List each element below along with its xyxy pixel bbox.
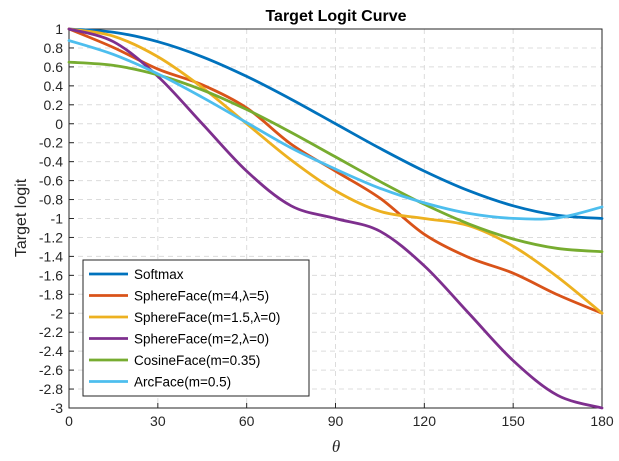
y-tick-label: 0.8 [44, 40, 64, 56]
y-tick-label: -1.4 [39, 248, 63, 264]
series-line-softmax [67, 27, 604, 220]
y-tick-label: 0.2 [44, 97, 64, 113]
y-axis-label: Target logit [13, 178, 30, 257]
x-tick-label: 90 [328, 413, 344, 429]
legend-label-sphereface-m-2-0: SphereFace(m=2,λ=0) [134, 332, 269, 347]
y-tick-label: 1 [55, 21, 63, 37]
x-tick-label: 60 [239, 413, 255, 429]
legend-label-sphereface-m-1-5-0: SphereFace(m=1.5,λ=0) [134, 310, 280, 325]
x-axis-label: θ [332, 437, 340, 456]
legend: Softmax SphereFace(m=4,λ=5) SphereFace(m=1… [82, 259, 310, 397]
x-tick-label: 30 [150, 413, 166, 429]
series-line-sphereface-m-1-5-0 [67, 27, 604, 315]
y-tick-label: 0.6 [44, 59, 64, 75]
x-tick-label: 0 [65, 413, 73, 429]
y-tick-label: -0.8 [39, 192, 63, 208]
y-tick-label: -1.8 [39, 286, 63, 302]
y-tick-label: -3 [51, 400, 64, 416]
x-tick-label: 120 [413, 413, 437, 429]
y-tick-label: -0.2 [39, 135, 63, 151]
y-tick-label: -0.6 [39, 173, 63, 189]
y-tick-label: -2.8 [39, 381, 63, 397]
y-tick-label: -2.6 [39, 362, 63, 378]
y-tick-label: 0 [55, 116, 63, 132]
y-tick-label: -1 [51, 211, 64, 227]
legend-label-softmax: Softmax [134, 267, 184, 282]
legend-label-arcface-m-0-5: ArcFace(m=0.5) [134, 375, 231, 390]
y-tick-label: -0.4 [39, 154, 63, 170]
x-tick-label: 180 [590, 413, 614, 429]
series-line-sphereface-m-2-0 [67, 27, 604, 410]
chart-title: Target Logit Curve [265, 8, 406, 25]
legend-label-sphereface-m-4-5: SphereFace(m=4,λ=5) [134, 289, 269, 304]
y-tick-label: -2.2 [39, 324, 63, 340]
x-axis: 0 30 60 90 120 150 180 [65, 403, 614, 429]
x-tick-label: 150 [501, 413, 525, 429]
y-axis: 1 0.8 0.6 0.4 0.2 0 -0.2 -0.4 -0.6 -0.8 -1 -1.2 -1.4… [39, 21, 74, 416]
series-line-sphereface-m-4-5 [67, 27, 604, 315]
y-tick-label: 0.4 [44, 78, 64, 94]
y-tick-label: -2.4 [39, 343, 63, 359]
series-line-cosineface-m-0-35 [67, 60, 604, 254]
series-line-arcface-m-0-5 [67, 39, 604, 221]
legend-box [82, 259, 310, 397]
y-tick-label: -1.6 [39, 267, 63, 283]
series-lines [67, 27, 604, 410]
y-tick-label: -2 [51, 305, 64, 321]
legend-label-cosineface-m-0-35: CosineFace(m=0.35) [134, 353, 260, 368]
y-tick-label: -1.2 [39, 229, 63, 245]
